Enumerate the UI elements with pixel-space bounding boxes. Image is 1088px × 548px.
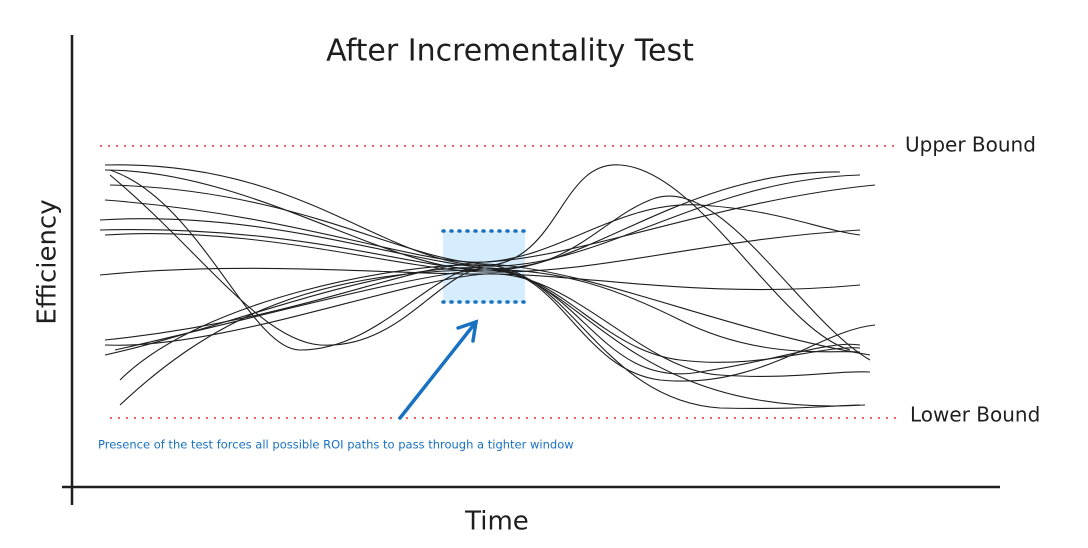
roi-paths: [99, 164, 876, 410]
title: After Incrementality Test: [326, 34, 694, 69]
arrow: [398, 319, 479, 420]
x-axis-label: Time: [464, 507, 529, 537]
annotation: Presence of the test forces all possible…: [98, 438, 574, 452]
upper-bound-label: Upper Bound: [905, 133, 1036, 157]
lower-bound-label: Lower Bound: [910, 403, 1040, 427]
y-axis-label: Efficiency: [33, 199, 63, 324]
